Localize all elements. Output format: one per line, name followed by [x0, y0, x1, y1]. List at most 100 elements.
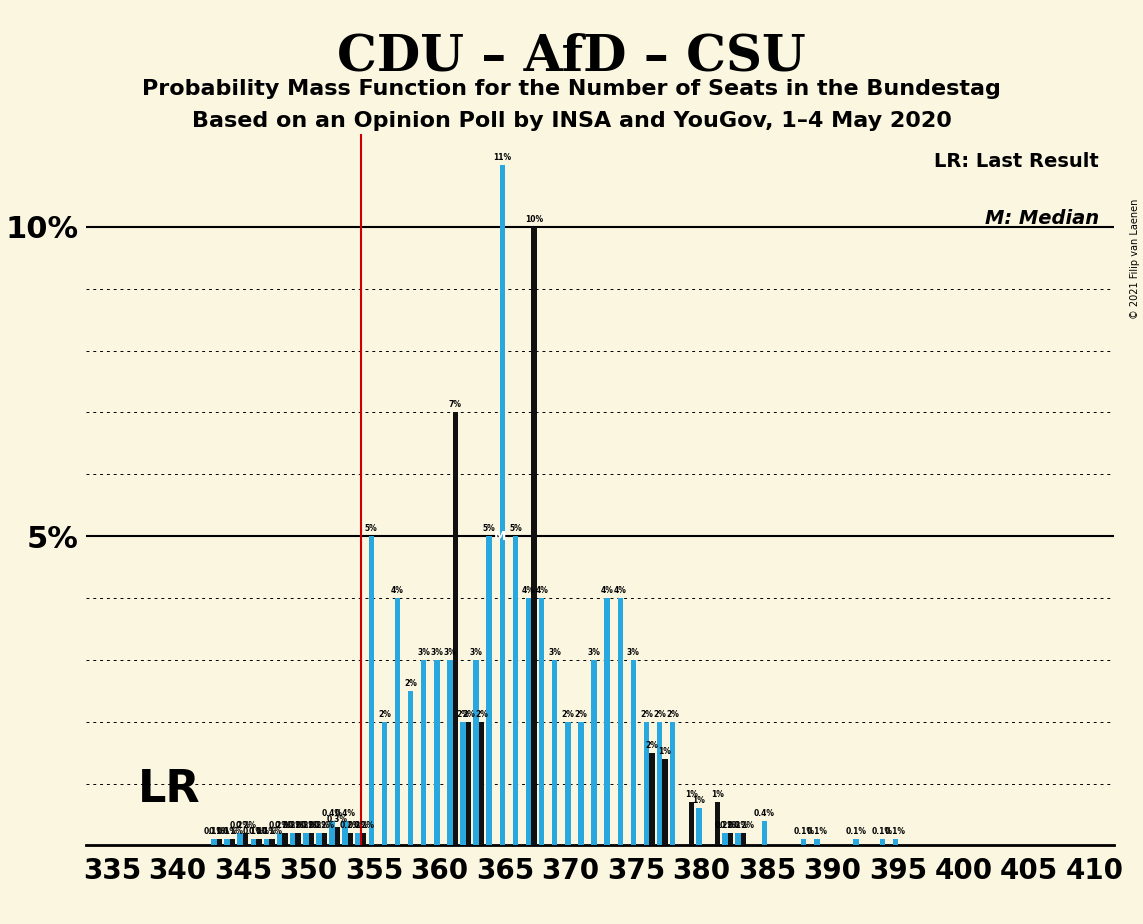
Text: 1%: 1% — [685, 790, 697, 799]
Bar — [531, 226, 537, 845]
Text: 0.1%: 0.1% — [222, 827, 243, 836]
Text: 2%: 2% — [653, 710, 666, 719]
Bar — [361, 833, 367, 845]
Bar — [631, 660, 637, 845]
Text: 0.1%: 0.1% — [242, 827, 264, 836]
Bar — [728, 833, 734, 845]
Bar — [854, 839, 858, 845]
Bar — [264, 839, 270, 845]
Bar — [342, 821, 347, 845]
Text: 2%: 2% — [456, 710, 470, 719]
Text: 0.4%: 0.4% — [754, 808, 775, 818]
Bar — [394, 598, 400, 845]
Text: 0.2%: 0.2% — [282, 821, 303, 830]
Bar — [282, 833, 288, 845]
Text: M: Median: M: Median — [985, 209, 1100, 227]
Text: 0.2%: 0.2% — [301, 821, 321, 830]
Text: 0.1%: 0.1% — [806, 827, 828, 836]
Text: 0.1%: 0.1% — [217, 827, 238, 836]
Text: 0.2%: 0.2% — [230, 821, 250, 830]
Bar — [309, 833, 314, 845]
Bar — [382, 722, 387, 845]
Text: 10%: 10% — [525, 214, 543, 224]
Text: 4%: 4% — [522, 586, 535, 595]
Text: 0.1%: 0.1% — [262, 827, 282, 836]
Bar — [421, 660, 426, 845]
Text: 0.2%: 0.2% — [353, 821, 374, 830]
Text: 2%: 2% — [405, 679, 417, 687]
Text: 0.1%: 0.1% — [248, 827, 270, 836]
Bar — [217, 839, 222, 845]
Bar — [880, 839, 885, 845]
Text: 0.1%: 0.1% — [209, 827, 230, 836]
Bar — [277, 833, 282, 845]
Text: 2%: 2% — [378, 710, 391, 719]
Bar — [578, 722, 584, 845]
Bar — [617, 598, 623, 845]
Text: 0.2%: 0.2% — [288, 821, 309, 830]
Bar — [461, 722, 465, 845]
Text: 2%: 2% — [561, 710, 574, 719]
Text: 2%: 2% — [666, 710, 679, 719]
Bar — [735, 833, 741, 845]
Bar — [270, 839, 274, 845]
Text: 0.1%: 0.1% — [846, 827, 866, 836]
Text: 0.2%: 0.2% — [733, 821, 754, 830]
Text: 5%: 5% — [482, 524, 496, 533]
Text: 1%: 1% — [693, 796, 705, 805]
Text: 1%: 1% — [658, 747, 671, 756]
Text: 7%: 7% — [449, 400, 462, 409]
Text: 0.2%: 0.2% — [341, 821, 361, 830]
Text: 2%: 2% — [646, 740, 658, 749]
Text: 0.1%: 0.1% — [872, 827, 893, 836]
Text: © 2021 Filip van Laenen: © 2021 Filip van Laenen — [1129, 199, 1140, 319]
Bar — [238, 833, 243, 845]
Bar — [434, 660, 440, 845]
Bar — [714, 802, 720, 845]
Bar — [321, 833, 327, 845]
Bar — [290, 833, 295, 845]
Text: 0.2%: 0.2% — [720, 821, 741, 830]
Bar — [347, 833, 353, 845]
Bar — [696, 808, 702, 845]
Text: 3%: 3% — [626, 648, 640, 657]
Bar — [317, 833, 321, 845]
Bar — [479, 722, 485, 845]
Bar — [329, 821, 335, 845]
Bar — [605, 598, 610, 845]
Bar — [893, 839, 898, 845]
Bar — [644, 722, 649, 845]
Text: 2%: 2% — [475, 710, 488, 719]
Text: 0.2%: 0.2% — [269, 821, 290, 830]
Text: 0.4%: 0.4% — [335, 808, 355, 818]
Bar — [473, 660, 479, 845]
Bar — [355, 833, 361, 845]
Text: 0.1%: 0.1% — [793, 827, 814, 836]
Text: 3%: 3% — [588, 648, 600, 657]
Bar — [657, 722, 662, 845]
Text: 0.2%: 0.2% — [295, 821, 317, 830]
Bar — [761, 821, 767, 845]
Bar — [224, 839, 230, 845]
Bar — [565, 722, 570, 845]
Bar — [453, 412, 458, 845]
Bar — [688, 802, 694, 845]
Text: 0.1%: 0.1% — [885, 827, 906, 836]
Text: 4%: 4% — [601, 586, 614, 595]
Text: 0.2%: 0.2% — [714, 821, 736, 830]
Text: M: M — [494, 529, 506, 542]
Bar — [303, 833, 309, 845]
Bar — [741, 833, 746, 845]
Text: LR: Last Result: LR: Last Result — [934, 152, 1100, 171]
Bar — [722, 833, 728, 845]
Text: CDU – AfD – CSU: CDU – AfD – CSU — [337, 32, 806, 81]
Bar — [513, 536, 518, 845]
Bar — [465, 722, 471, 845]
Bar — [670, 722, 676, 845]
Text: 0.1%: 0.1% — [203, 827, 224, 836]
Bar — [649, 753, 655, 845]
Text: 0.2%: 0.2% — [274, 821, 296, 830]
Text: 0.2%: 0.2% — [347, 821, 369, 830]
Bar — [591, 660, 597, 845]
Text: 4%: 4% — [614, 586, 626, 595]
